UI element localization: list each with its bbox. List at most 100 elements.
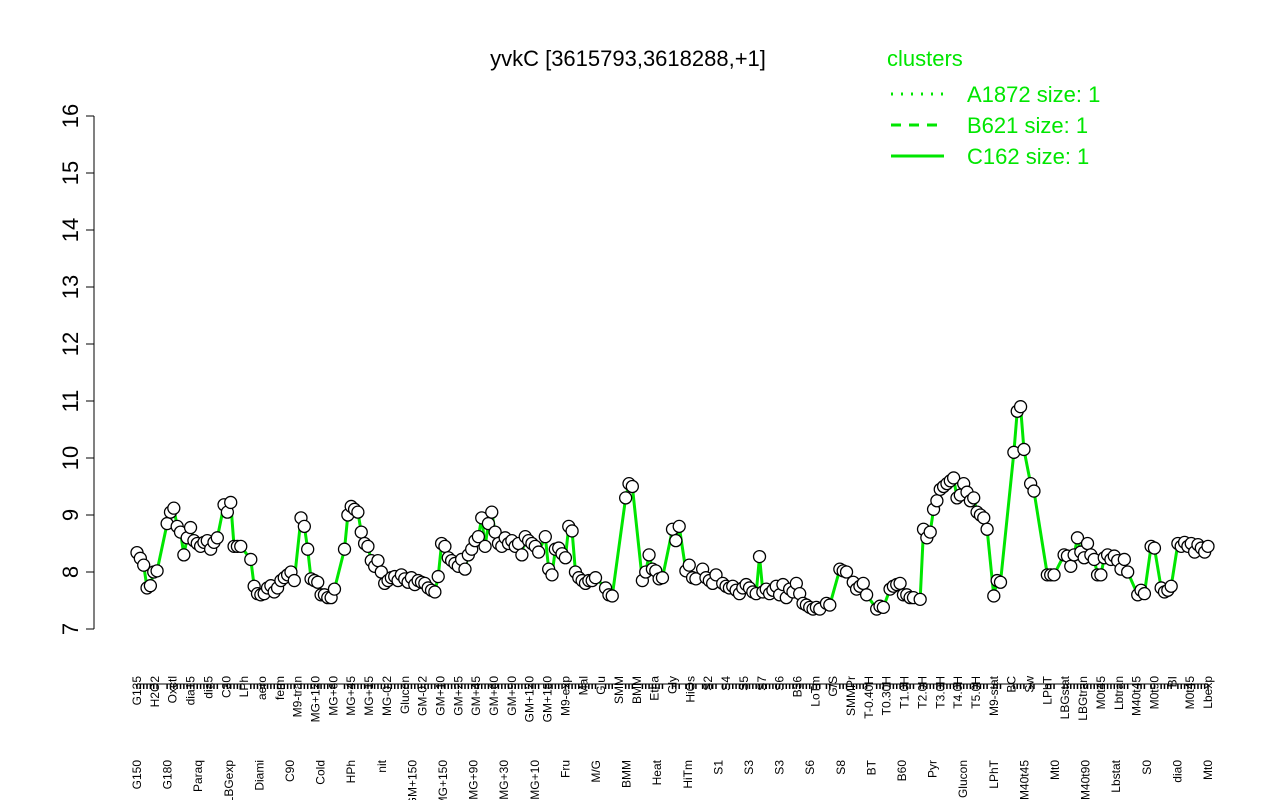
x-tick-label: C90 [283,760,297,782]
x-tick-label: GM-0.2 [416,676,430,716]
data-point [210,531,224,545]
x-tick-label: LPhT [987,759,1001,788]
data-point [642,548,656,562]
y-tick-label: 12 [58,332,83,356]
data-point [893,576,907,591]
x-tick-label: MG+120 [309,676,323,723]
data-point [471,530,486,544]
data-point [177,548,191,562]
legend-entry-label: B621 size: 1 [967,113,1088,138]
y-tick-label: 7 [58,623,83,635]
x-tick-label: S4 [719,676,733,691]
x-tick-label: B60 [895,760,909,782]
x-tick-label: M0t90 [1147,676,1161,710]
x-tick-label: B36 [790,676,804,698]
x-tick-label: HPh [344,760,358,783]
x-tick-label: Sw [1023,676,1037,693]
data-point [297,519,311,534]
data-point [1164,579,1178,593]
data-point [946,471,961,485]
data-point [301,542,315,556]
x-tick-label: nit [375,759,389,772]
series-segment [630,485,644,583]
data-point [993,575,1008,589]
data-point [752,549,767,564]
x-tick-label: HiTm [681,760,695,789]
x-tick-label: ferm [273,676,287,700]
x-tick-label: M9-tran [291,676,305,717]
data-point [1201,539,1215,553]
data-point [1121,565,1135,579]
data-point [558,551,573,565]
x-tick-label: M/G [589,760,603,783]
data-point [839,565,854,579]
x-tick-label: T3.0H [933,676,947,709]
data-point [485,505,499,519]
x-tick-label: Mal [576,676,590,695]
x-tick-label: dia5 [201,676,215,699]
x-tick-label: Lbtran [1112,676,1126,710]
data-point [167,501,181,515]
data-point [1117,552,1131,567]
x-tick-label: MG+15 [362,676,376,716]
data-point [150,564,164,578]
data-point [1064,559,1078,573]
data-point [515,548,529,562]
x-tick-label: GM+60 [487,676,501,716]
x-tick-label: M0t45 [1094,676,1108,710]
x-tick-label: S3 [742,760,756,775]
series-segment [985,527,996,598]
x-tick-label: SMMPr [844,676,858,716]
data-point [669,534,683,548]
y-tick-label: 14 [58,218,83,242]
data-point [588,571,603,585]
x-tick-label: Etha [648,676,662,701]
data-point [337,542,352,556]
data-point [682,558,696,572]
x-axis: G135 H2O2 Oxctl dia15 dia5 C30 LPh aero ferm M9-t… [130,675,1215,805]
series-segment [155,522,169,573]
x-tick-label: Lbexp [1201,676,1215,709]
data-point [428,585,442,599]
y-tick-label: 16 [58,104,83,128]
x-tick-label: GM+25 [451,676,465,716]
x-tick-label: S1 [711,760,725,775]
y-axis: 7 8 9 10 11 12 13 14 15 16 [58,104,95,635]
x-tick-label: M0t45 [1183,676,1197,710]
x-tick-label: MG-0.2 [380,676,394,716]
x-tick-label: dia15 [184,676,198,706]
series-segment [1032,489,1049,577]
x-tick-label: M40t45 [1130,676,1144,716]
chart-title: yvkC [3615793,3618288,+1] [490,46,766,71]
data-point [438,539,452,553]
x-tick-label: T4.0H [951,676,965,709]
series-segment [332,547,347,591]
data-point [859,588,874,602]
x-tick-label: Glucon [956,760,970,798]
y-tick-label: 9 [58,509,83,521]
data-point [967,491,981,505]
x-tick-label: S5 [737,676,751,691]
series-segment [1012,409,1019,454]
data-point [672,519,686,534]
x-tick-label: Diami [252,760,266,791]
x-tick-label: Mt0 [1201,760,1215,780]
x-tick-label: BT [864,759,878,775]
x-tick-label: T2.0H [915,676,929,709]
data-point [709,568,723,582]
data-point [287,573,301,588]
x-tick-label: S8 [834,760,848,775]
x-tick-label: LPhT [1040,675,1054,704]
data-point [431,569,445,584]
x-tick-label: Lbstat [1109,759,1123,792]
x-tick-label: M9-stat [987,675,1001,716]
data-point [913,592,927,607]
x-tick-label: G/S [826,676,840,697]
x-tick-label: MG+150 [436,760,450,800]
x-tick-label: MG+45 [344,676,358,716]
x-tick-label: S0 [1140,760,1154,775]
data-point [1017,442,1031,457]
data-point [605,589,619,603]
x-tick-label: M40t90 [1079,760,1093,800]
